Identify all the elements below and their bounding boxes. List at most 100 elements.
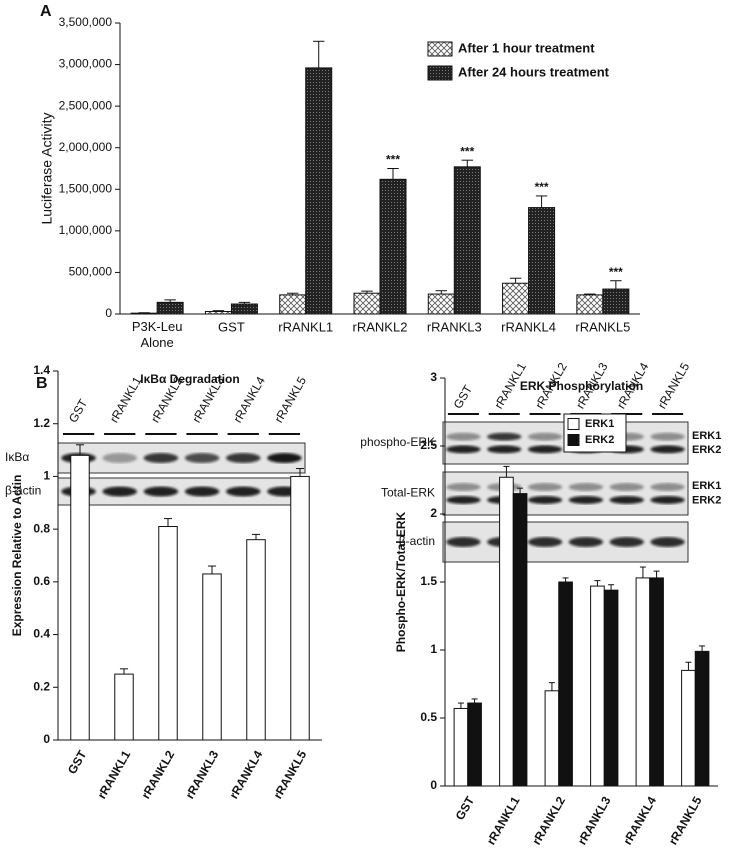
row-label: β-actin	[399, 534, 435, 548]
bar	[427, 293, 455, 315]
error-bar	[212, 310, 225, 312]
x-tick-label: rRANKL2	[139, 748, 178, 801]
x-tick-label: GST	[453, 794, 478, 823]
bar	[70, 454, 90, 741]
bar	[204, 311, 232, 315]
bar	[681, 669, 696, 787]
y-tick-label: 2	[430, 506, 437, 520]
error-bar	[639, 566, 646, 578]
band-label: ERK2	[692, 444, 721, 456]
band-label: ERK1	[692, 480, 721, 492]
blot-band	[487, 432, 522, 441]
y-axis-label: Luciferase Activity	[39, 112, 55, 224]
bar	[603, 589, 619, 787]
y-tick-label: 2,500,000	[59, 98, 113, 112]
y-axis-label: Phospho-ERK/Total ERK	[394, 511, 408, 652]
error-bar	[361, 290, 373, 294]
blot-band	[609, 495, 644, 504]
legend-swatch	[567, 434, 580, 446]
legend-swatch	[427, 65, 453, 81]
y-tick-label: 3,000,000	[59, 57, 113, 71]
bar	[467, 702, 482, 787]
blot-band	[568, 483, 604, 492]
bar	[156, 301, 184, 315]
bar	[453, 166, 481, 315]
error-bar	[685, 661, 692, 671]
blot-band	[143, 486, 179, 497]
blot-band	[267, 453, 302, 463]
error-bar	[584, 293, 596, 295]
bar	[202, 573, 222, 741]
legend-label: ERK1	[585, 418, 614, 430]
error-bar	[548, 682, 555, 691]
blot-row	[442, 471, 689, 516]
error-bar	[457, 702, 464, 709]
blot-band	[102, 486, 138, 497]
error-bar	[461, 159, 474, 167]
y-tick-label: 3	[430, 370, 437, 384]
bar	[158, 526, 178, 741]
y-tick-label: 0.2	[33, 679, 50, 693]
y-tick-label: 0	[43, 732, 50, 746]
error-bar	[517, 487, 524, 494]
lane-label: GST	[451, 382, 476, 411]
error-bar	[509, 277, 522, 284]
y-tick-label: 0.4	[33, 627, 50, 641]
y-tick-label: 3,500,000	[59, 15, 113, 29]
row-label: IκBα	[5, 450, 29, 464]
y-tick-label: 500,000	[69, 265, 113, 279]
bar	[305, 67, 333, 315]
x-tick-label: rRANKL4	[501, 319, 556, 334]
bar	[558, 581, 573, 787]
x-tick-label: rRANKL4	[227, 748, 266, 801]
row-label: phospho-ERK	[360, 435, 435, 449]
bar	[114, 673, 134, 741]
bar	[528, 207, 556, 315]
blot-band	[527, 445, 563, 454]
row-label: Total-ERK	[381, 486, 435, 500]
x-tick-label: rRANKL5	[666, 794, 705, 847]
x-tick-label: rRANKL1	[95, 748, 134, 801]
bar	[512, 493, 528, 787]
band-label: ERK2	[692, 495, 721, 507]
blot-band	[650, 432, 685, 441]
bar	[246, 539, 266, 741]
bar	[635, 577, 651, 787]
legend-label: After 1 hour treatment	[458, 40, 595, 55]
bar	[130, 312, 158, 315]
error-bar	[387, 168, 399, 180]
band-label: ERK1	[692, 430, 721, 442]
panel-label: B	[36, 375, 48, 392]
blot-band	[568, 537, 604, 547]
error-bar	[75, 444, 85, 456]
blot-band	[487, 445, 522, 454]
error-bar	[164, 299, 176, 303]
legend-label: After 24 hours treatment	[458, 64, 610, 79]
x-tick-label: P3K-Leu Alone	[132, 319, 183, 350]
significance: ***	[386, 153, 400, 167]
blot-band	[650, 445, 685, 454]
blot-band	[527, 483, 563, 492]
error-bar	[207, 565, 217, 574]
bar	[453, 707, 469, 787]
row-label: β-actin	[5, 484, 41, 498]
error-bar	[608, 584, 615, 591]
y-tick-label: 0.8	[33, 521, 50, 535]
x-tick-label: rRANKL3	[183, 748, 222, 801]
x-tick-label: rRANKL4	[620, 794, 659, 847]
error-bar	[503, 465, 510, 478]
significance: ***	[609, 265, 623, 279]
lane-label: rRANKL5	[655, 360, 693, 411]
x-tick-label: rRANKL1	[278, 319, 333, 334]
blot-band	[446, 483, 481, 492]
significance: ***	[535, 180, 549, 194]
error-bar	[699, 645, 706, 652]
blot-band	[446, 495, 481, 504]
blot-band	[143, 453, 179, 463]
y-axis-label: Expression Relative to Actin	[10, 475, 24, 637]
error-bar	[653, 570, 660, 578]
error-bar	[562, 577, 569, 582]
error-bar	[435, 290, 448, 295]
bar	[590, 585, 605, 787]
